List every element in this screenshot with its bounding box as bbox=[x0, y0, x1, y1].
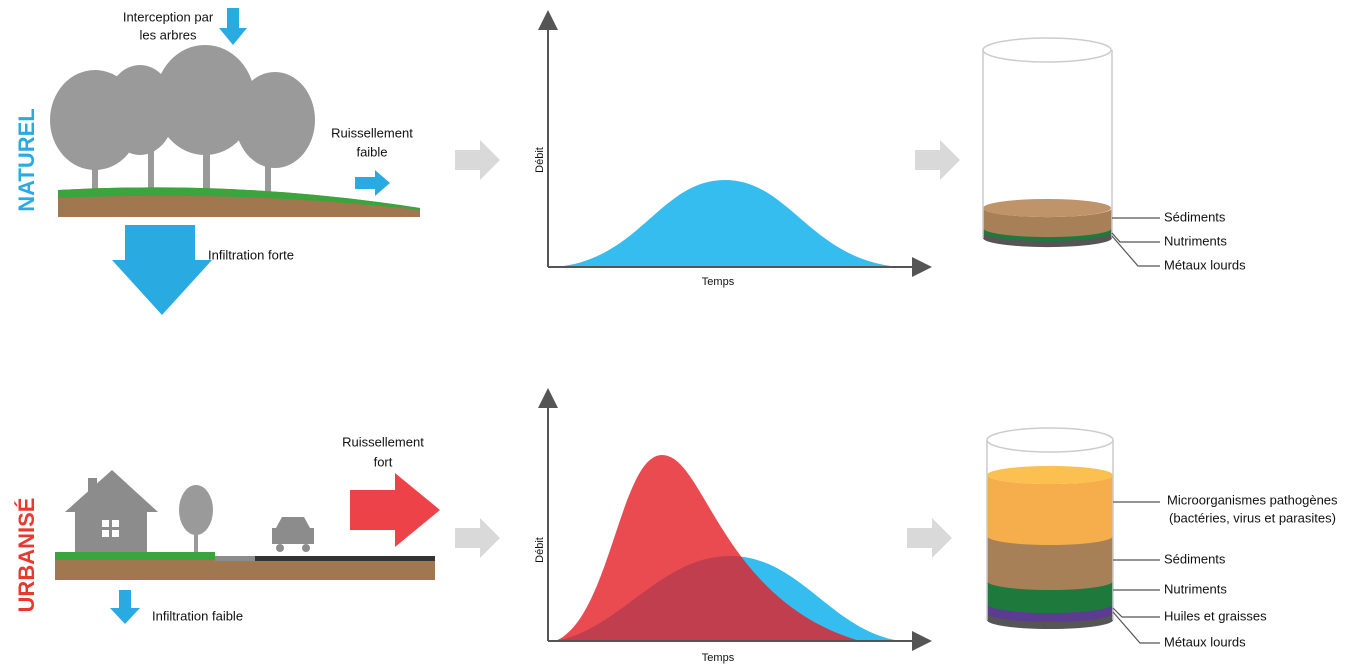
label: Ruissellement bbox=[331, 125, 413, 140]
sidewalk bbox=[215, 556, 255, 561]
pollutant: Nutriments bbox=[1164, 581, 1227, 596]
label: Interception par bbox=[123, 9, 214, 24]
label: faible bbox=[356, 144, 387, 159]
house bbox=[65, 470, 158, 552]
soil bbox=[55, 560, 435, 580]
flow-arrow bbox=[455, 518, 500, 558]
tree bbox=[179, 485, 213, 553]
runoff-arrow bbox=[355, 170, 390, 196]
flow-arrow bbox=[915, 140, 960, 180]
car bbox=[272, 517, 314, 552]
pollutant: Métaux lourds bbox=[1164, 257, 1246, 272]
axis-label: Débit bbox=[534, 147, 546, 173]
pollutant: Sédiments bbox=[1164, 551, 1226, 566]
road bbox=[255, 556, 435, 561]
flow-arrow bbox=[455, 140, 500, 180]
pollutant: Microorganismes pathogènes bbox=[1167, 492, 1338, 507]
row-title: NATUREL bbox=[14, 108, 39, 211]
grass bbox=[55, 552, 215, 560]
axis-label: Temps bbox=[702, 276, 735, 288]
pollutant: Huiles et graisses bbox=[1164, 608, 1267, 623]
trees bbox=[50, 45, 315, 196]
axis-label: Temps bbox=[702, 652, 735, 664]
hydrograph bbox=[555, 455, 860, 641]
leader-lines bbox=[1112, 501, 1160, 644]
label: fort bbox=[374, 454, 393, 469]
runoff-arrow bbox=[350, 473, 440, 547]
pollutant: Nutriments bbox=[1164, 233, 1227, 248]
window bbox=[102, 520, 119, 537]
infiltration-arrow bbox=[112, 225, 212, 315]
cylinder bbox=[986, 427, 1114, 629]
axis-label: Débit bbox=[534, 537, 546, 563]
grass bbox=[58, 187, 420, 210]
cylinder bbox=[982, 37, 1113, 248]
pollutant: (bactéries, virus et parasites) bbox=[1169, 510, 1336, 525]
label: les arbres bbox=[139, 27, 197, 42]
pollutant: Métaux lourds bbox=[1164, 634, 1246, 649]
row-title: URBANISÉ bbox=[14, 498, 39, 613]
infiltration-arrow bbox=[110, 590, 140, 624]
pollutant: Sédiments bbox=[1164, 209, 1226, 224]
label: Infiltration forte bbox=[208, 247, 294, 262]
flow-arrow bbox=[907, 518, 952, 558]
label: Ruissellement bbox=[342, 434, 424, 449]
hydrograph bbox=[555, 180, 900, 267]
leader-lines bbox=[1111, 217, 1160, 267]
rain-arrow bbox=[219, 8, 247, 45]
label: Infiltration faible bbox=[152, 608, 243, 623]
